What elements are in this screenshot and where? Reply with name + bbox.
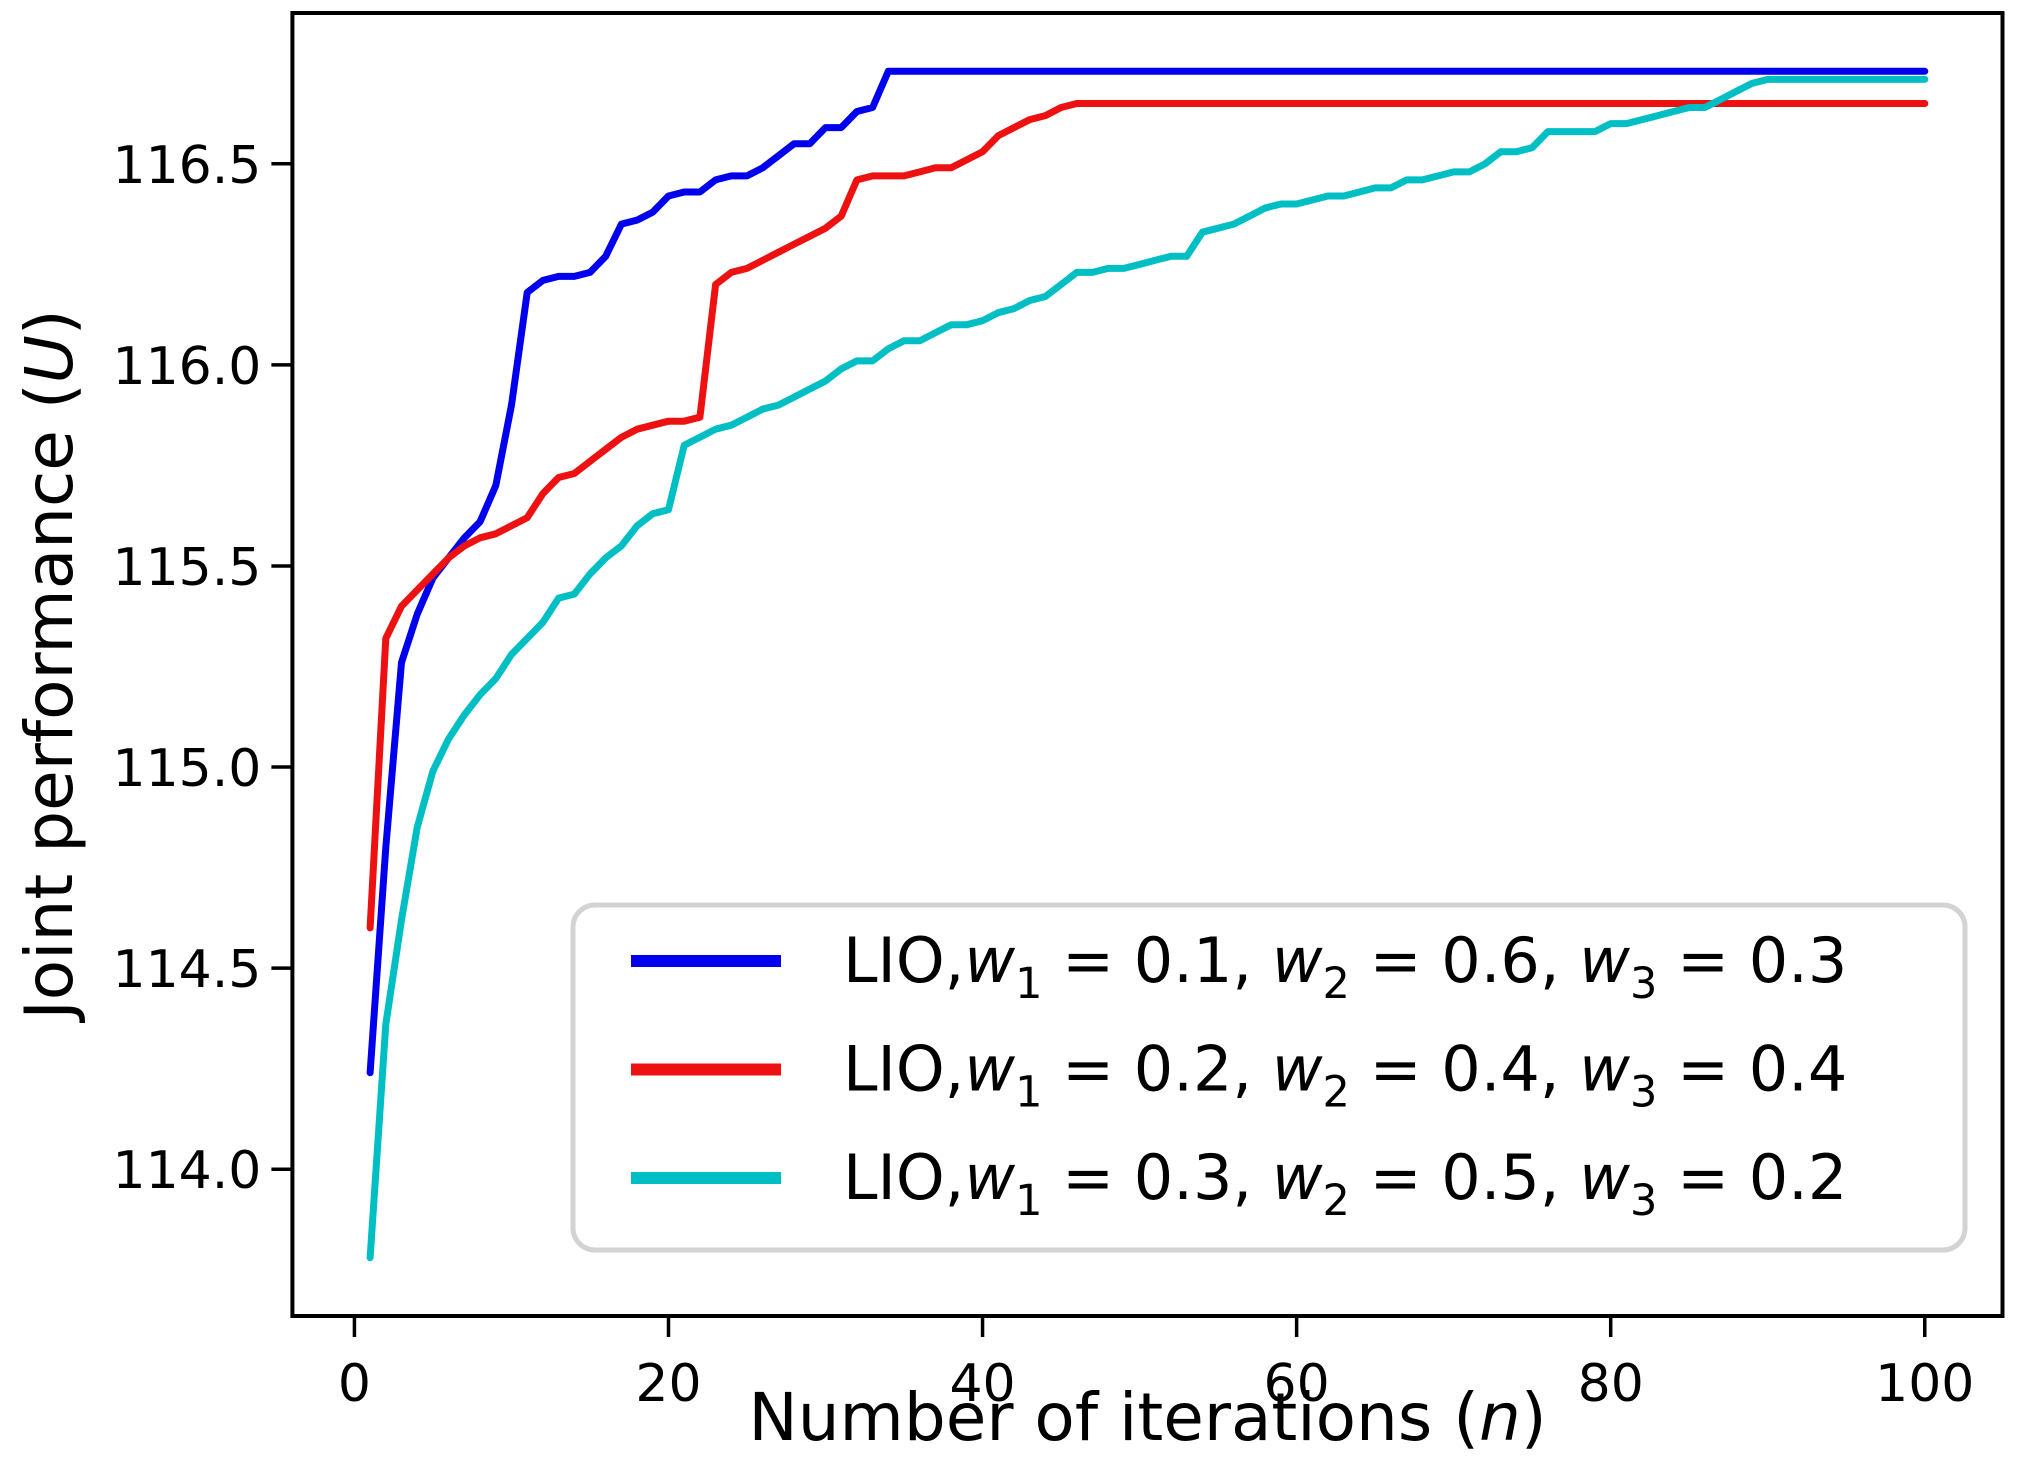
legend-label-0: LIO,w1 = 0.1, w2 = 0.6, w3 = 0.3 (843, 924, 1847, 1009)
x-tick-label: 60 (1264, 1354, 1330, 1414)
y-tick-label: 116.5 (113, 136, 262, 196)
y-tick-label: 115.5 (113, 538, 262, 598)
y-tick-label: 115.0 (113, 739, 262, 799)
x-tick-label: 0 (338, 1354, 371, 1414)
y-tick-label: 114.0 (113, 1141, 262, 1201)
y-tick-label: 114.5 (113, 940, 262, 1000)
y-axis: 114.0 114.5 115.0 115.5 116.0 116.5 (113, 136, 293, 1201)
x-axis: 0 20 40 60 80 100 (338, 1316, 1974, 1414)
legend: LIO,w1 = 0.1, w2 = 0.6, w3 = 0.3 LIO,w1 =… (570, 902, 1968, 1253)
x-tick-label: 20 (635, 1354, 701, 1414)
legend-label-2: LIO,w1 = 0.3, w2 = 0.5, w3 = 0.2 (843, 1141, 1847, 1226)
y-tick-label: 116.0 (113, 337, 262, 397)
series-line-1 (366, 100, 1929, 932)
legend-box (570, 902, 1968, 1253)
series-line-2 (366, 75, 1929, 1262)
series-line-0 (366, 67, 1929, 1077)
series-group (366, 67, 1929, 1262)
y-axis-label: Joint performance (U) (11, 309, 88, 1023)
x-tick-label: 40 (949, 1354, 1015, 1414)
legend-label-1: LIO,w1 = 0.2, w2 = 0.4, w3 = 0.4 (843, 1033, 1847, 1118)
x-axis-label: Number of iterations (n) (748, 1379, 1546, 1456)
plot-border (290, 11, 2005, 1318)
x-tick-label: 100 (1875, 1354, 1974, 1414)
x-tick-label: 80 (1578, 1354, 1644, 1414)
